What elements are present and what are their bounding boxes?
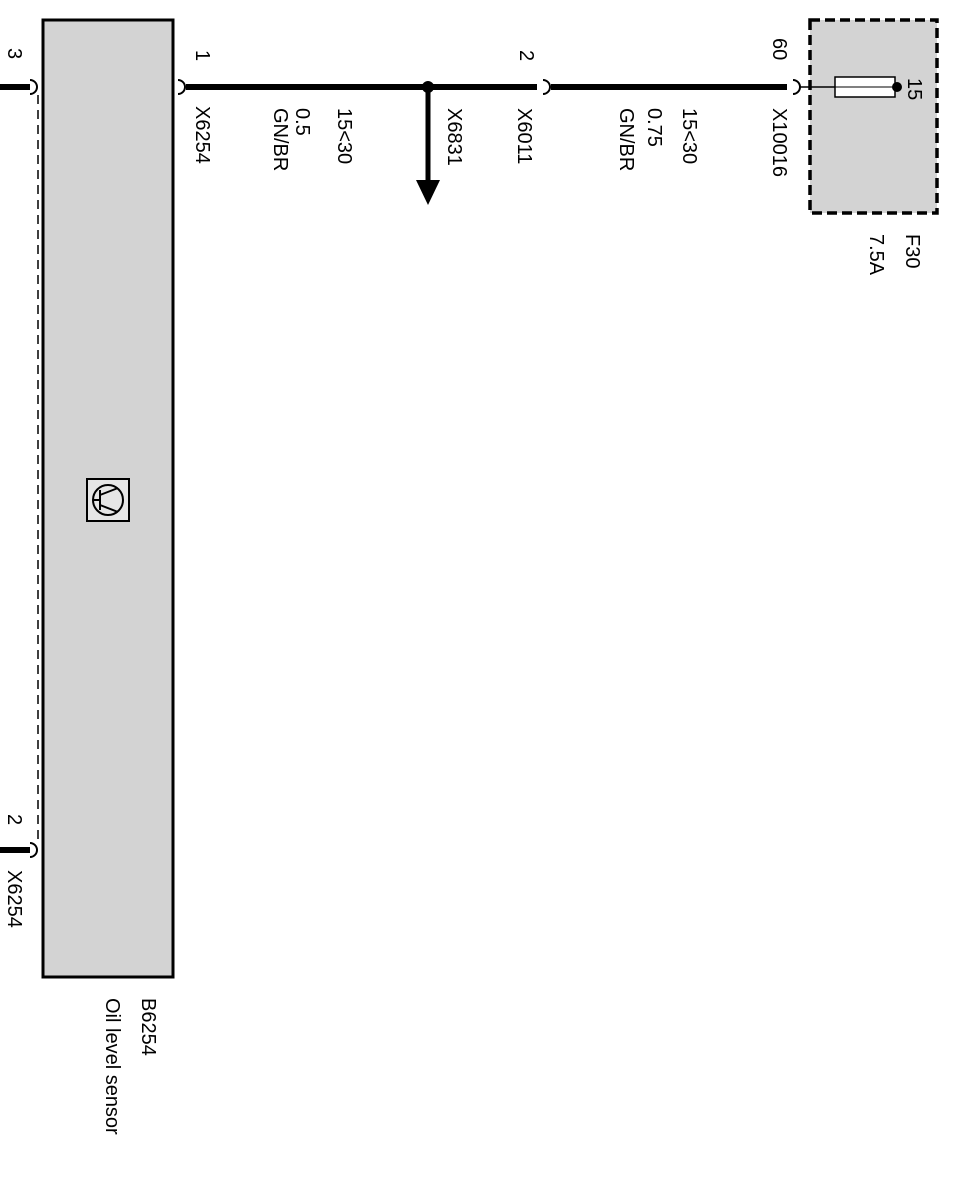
pin-label: 15 — [903, 78, 925, 100]
fuse-id: F30 — [901, 234, 923, 268]
wire-signal: 15<30 — [678, 108, 700, 164]
connector-arc — [29, 842, 38, 858]
component-id: B6254 — [137, 998, 159, 1056]
wire-size: 0.75 — [643, 108, 665, 147]
connector-arc — [29, 79, 38, 95]
component-label: Oil level sensor — [101, 998, 123, 1135]
fuse-terminal — [892, 82, 902, 92]
connector-arc — [542, 79, 551, 95]
splice-arrow — [416, 180, 440, 205]
wire-signal: 15<30 — [333, 108, 355, 164]
connector-arc — [792, 79, 801, 95]
pin-label: 2 — [515, 50, 537, 61]
wire-size: 0.5 — [291, 108, 313, 136]
pin-label: 60 — [768, 38, 790, 60]
pin-label: 2 — [3, 814, 25, 825]
pin-label: 3 — [3, 48, 25, 59]
connector-label: X6254 — [191, 106, 213, 164]
fuse-rating: 7.5A — [865, 234, 887, 276]
connector-label: X10016 — [768, 108, 790, 177]
sensor-icon — [86, 478, 130, 522]
wire-color: GN/BR — [269, 108, 291, 171]
pin-label: 1 — [191, 50, 213, 61]
fuse-box — [808, 18, 939, 215]
connector-arc — [177, 79, 186, 95]
splice-label: X6831 — [443, 108, 465, 166]
connector-label: X6011 — [513, 108, 535, 164]
connector-label: X6254 — [3, 870, 25, 928]
wire-color: GN/BR — [615, 108, 637, 171]
